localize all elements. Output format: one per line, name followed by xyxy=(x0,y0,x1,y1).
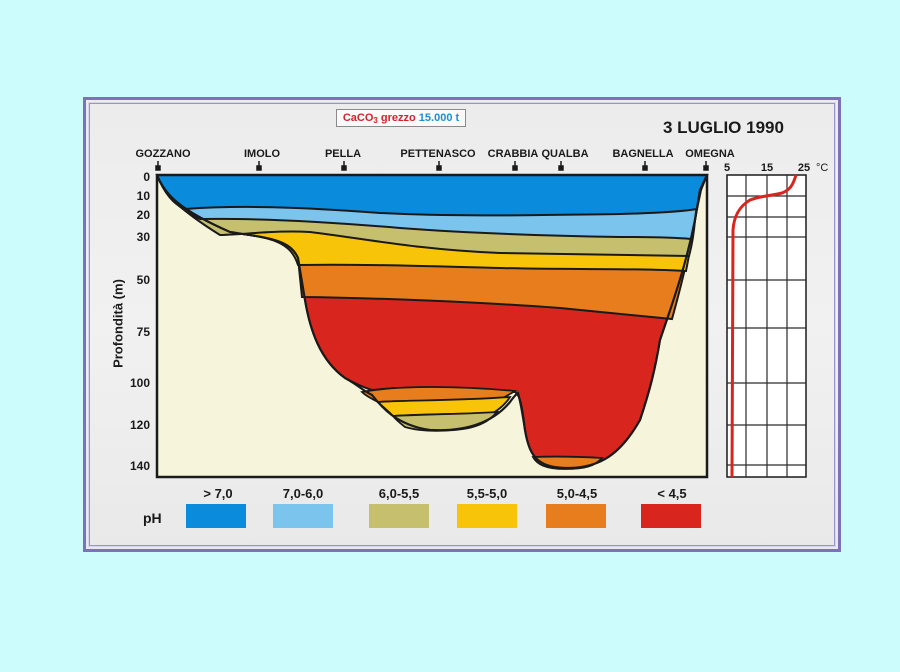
temp-tick-25: 25 xyxy=(798,162,810,174)
legend-label-lt-4-5: < 4,5 xyxy=(657,486,687,501)
diagram-title: 3 LUGLIO 1990 xyxy=(663,118,784,137)
legend-swatch-lt-4-5 xyxy=(641,504,701,528)
caco3-amount: 15.000 t xyxy=(418,112,460,124)
caco3-descriptor: grezzo xyxy=(377,112,419,124)
station-markers xyxy=(155,161,709,171)
depth-tick-10: 10 xyxy=(137,189,151,203)
temperature-panel: 5 15 25 °C xyxy=(724,162,828,478)
legend-swatch-5-0-4-5 xyxy=(546,504,606,528)
depth-tick-20: 20 xyxy=(137,208,151,222)
station-labels: GOZZANO IMOLO PELLA PETTENASCO CRABBIA Q… xyxy=(136,148,735,160)
caco3-subscript: 3 xyxy=(373,116,378,125)
y-axis-label: Profondità (m) xyxy=(110,279,126,368)
depth-tick-75: 75 xyxy=(137,325,151,339)
station-imolo: IMOLO xyxy=(244,148,280,160)
station-crabbia: CRABBIA xyxy=(488,148,539,160)
depth-tick-0: 0 xyxy=(143,170,150,184)
depth-tick-30: 30 xyxy=(137,230,151,244)
legend-swatch-6-0-5-5 xyxy=(369,504,429,528)
station-pettenasco: PETTENASCO xyxy=(400,148,476,160)
station-pella: PELLA xyxy=(325,148,361,160)
depth-tick-120: 120 xyxy=(130,418,150,432)
temperature-curve xyxy=(730,174,798,478)
legend-swatch-7-0-6-0 xyxy=(273,504,333,528)
chart-frame xyxy=(155,173,709,479)
depth-tick-50: 50 xyxy=(137,273,151,287)
temp-tick-15: 15 xyxy=(761,162,773,174)
depth-tick-100: 100 xyxy=(130,376,150,390)
station-bagnella: BAGNELLA xyxy=(612,148,673,160)
legend-swatch-5-5-5-0 xyxy=(457,504,517,528)
legend-label-6-0-5-5: 6,0-5,5 xyxy=(378,486,420,501)
station-omegna: OMEGNA xyxy=(685,148,735,160)
caco3-compound: CaCO xyxy=(342,112,374,124)
depth-ticks: 0 10 20 30 50 75 100 120 140 xyxy=(130,170,150,473)
legend-title: pH xyxy=(143,510,162,526)
legend-label-7-0-6-0: 7,0-6,0 xyxy=(282,486,324,501)
lake-bottom-outline xyxy=(155,174,708,470)
legend-label-5-5-5-0: 5,5-5,0 xyxy=(466,486,508,501)
depth-tick-140: 140 xyxy=(130,459,150,473)
legend-label-5-0-4-5: 5,0-4,5 xyxy=(556,486,598,501)
caco3-annotation-box: CaCO3 grezzo 15.000 t xyxy=(336,109,466,127)
temp-tick-5: 5 xyxy=(724,162,730,174)
panel-inner-border xyxy=(89,103,835,546)
station-qualba: QUALBA xyxy=(541,148,588,160)
temp-unit: °C xyxy=(816,162,828,174)
legend-label-gt-7-0: > 7,0 xyxy=(203,486,233,501)
station-gozzano: GOZZANO xyxy=(136,148,191,160)
legend-swatch-gt-7-0 xyxy=(186,504,246,528)
